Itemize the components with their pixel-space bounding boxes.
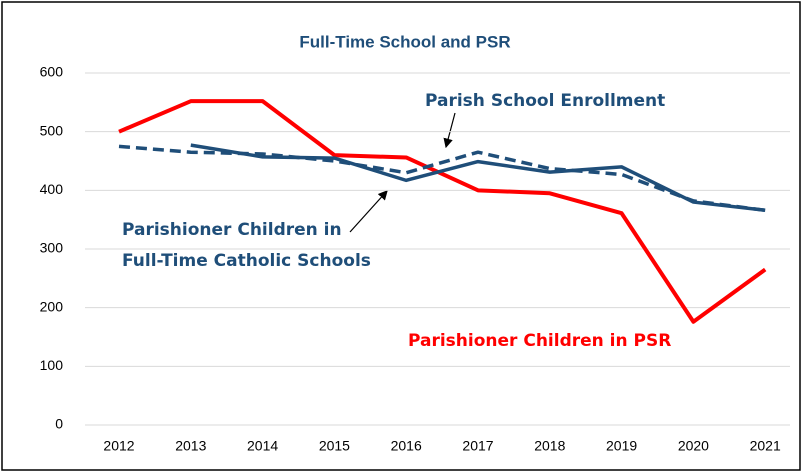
series-label: Parish School Enrollment bbox=[425, 91, 666, 111]
chart-frame bbox=[1, 1, 801, 471]
annotation-arrow bbox=[443, 112, 456, 149]
annotation-arrow bbox=[349, 190, 388, 233]
y-tick-label: 600 bbox=[40, 64, 64, 80]
x-tick-label: 2019 bbox=[606, 438, 637, 454]
series-line bbox=[190, 143, 766, 213]
series-label: Parishioner Children in PSR bbox=[408, 331, 672, 351]
y-tick-label: 100 bbox=[40, 357, 64, 373]
chart-title: Full-Time School and PSR bbox=[299, 32, 510, 51]
y-tick-label: 200 bbox=[40, 298, 64, 314]
x-tick-label: 2012 bbox=[103, 438, 134, 454]
series-label: Parishioner Children in Full-Time Cathol… bbox=[122, 220, 371, 271]
series-line bbox=[118, 144, 766, 213]
y-tick-label: 0 bbox=[55, 416, 63, 432]
x-tick-label: 2018 bbox=[534, 438, 565, 454]
y-tick-label: 300 bbox=[40, 240, 64, 256]
series-line bbox=[118, 99, 767, 324]
x-tick-label: 2015 bbox=[319, 438, 350, 454]
x-tick-label: 2017 bbox=[462, 438, 493, 454]
x-tick-label: 2014 bbox=[247, 438, 278, 454]
x-tick-label: 2013 bbox=[175, 438, 206, 454]
y-tick-label: 400 bbox=[40, 181, 64, 197]
x-tick-label: 2016 bbox=[391, 438, 422, 454]
x-tick-label: 2020 bbox=[678, 438, 709, 454]
x-tick-label: 2021 bbox=[750, 438, 781, 454]
y-tick-label: 500 bbox=[40, 122, 64, 138]
